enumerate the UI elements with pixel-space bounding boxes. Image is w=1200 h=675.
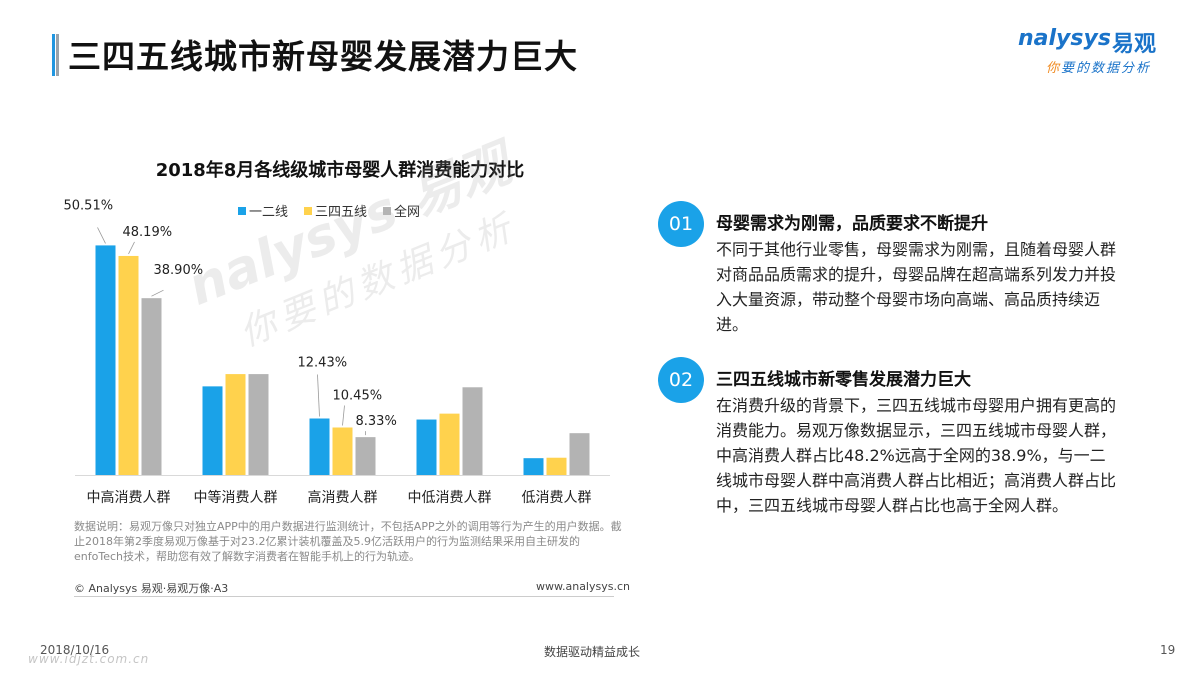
chart-title: 2018年8月各线级城市母婴人群消费能力对比: [155, 160, 525, 181]
bar-4-0: [523, 458, 544, 475]
x-tick-label-4: 低消费人群: [522, 490, 592, 506]
bar-0-0: [95, 245, 116, 475]
point-number-badge: 02: [658, 357, 704, 403]
logo-brand-cn: 易观: [1112, 32, 1157, 57]
analysys-logo: nalysys 易观 你要的数据分析: [1018, 26, 1178, 86]
bar-0-1: [118, 255, 139, 475]
logo-brand: nalysys: [1018, 26, 1111, 51]
legend-swatch-0: [238, 207, 246, 215]
bar-3-2: [462, 387, 483, 475]
source-link[interactable]: www.analysys.cn: [536, 580, 630, 593]
data-label-leader-3: [317, 374, 320, 417]
x-tick-label-0: 中高消费人群: [87, 489, 171, 506]
data-label-0: 50.51%: [64, 198, 114, 213]
legend-label-2: 全网: [394, 204, 420, 220]
title-accent-bar: [52, 34, 60, 76]
footer-watermark: www.idjzt.com.cn: [28, 652, 150, 666]
data-label-leader-1: [128, 241, 135, 255]
data-label-4: 10.45%: [333, 389, 383, 404]
bar-2-1: [332, 427, 353, 475]
bar-4-1: [546, 457, 567, 475]
x-tick-label-1: 中等消费人群: [194, 489, 278, 506]
footer-slogan: 数据驱动精益成长: [544, 645, 641, 659]
divider: [74, 596, 614, 597]
bar-2-0: [309, 418, 330, 475]
data-label-leader-0: [97, 227, 106, 244]
point-body: 不同于其他行业零售，母婴需求为刚需，且随着母婴人群对商品品质需求的提升，母婴品牌…: [716, 240, 1117, 334]
point-heading: 三四五线城市新零售发展潜力巨大: [716, 370, 971, 390]
data-label-leader-2: [151, 289, 164, 297]
bar-1-0: [202, 386, 223, 475]
bar-2-2: [355, 437, 376, 475]
legend-label-1: 三四五线: [315, 205, 367, 220]
x-tick-label-2: 高消费人群: [308, 489, 378, 506]
data-label-5: 8.33%: [356, 414, 397, 429]
page-title: 三四五线城市新母婴发展潜力巨大: [68, 37, 578, 76]
bar-4-2: [569, 433, 590, 475]
bar-1-1: [225, 374, 246, 475]
data-label-2: 38.90%: [154, 263, 204, 278]
legend-label-0: 一二线: [249, 205, 288, 220]
legend-swatch-1: [304, 207, 312, 215]
data-note: 数据说明：易观万像只对独立APP中的用户数据进行监测统计，不包括APP之外的调用…: [74, 520, 622, 563]
source-left: © Analysys 易观·易观万像·A3: [74, 582, 229, 595]
x-tick-label-3: 中低消费人群: [408, 490, 492, 506]
point-heading: 母婴需求为刚需，品质要求不断提升: [716, 214, 988, 234]
point-body: 在消费升级的背景下，三四五线城市母婴用户拥有更高的消费能力。易观万像数据显示，三…: [716, 396, 1117, 515]
bar-3-1: [439, 413, 460, 475]
bar-1-2: [248, 374, 269, 475]
logo-tagline: 你要的数据分析: [1046, 61, 1152, 76]
data-label-leader-4: [342, 405, 345, 426]
point-number-badge: 01: [658, 201, 704, 247]
page-number: 19: [1160, 643, 1176, 657]
bar-0-2: [141, 298, 162, 475]
data-label-3: 12.43%: [298, 356, 348, 371]
legend-swatch-2: [383, 207, 391, 215]
bar-3-0: [416, 419, 437, 475]
data-label-1: 48.19%: [123, 225, 173, 240]
footer-date: 2018/10/16: [40, 643, 110, 657]
